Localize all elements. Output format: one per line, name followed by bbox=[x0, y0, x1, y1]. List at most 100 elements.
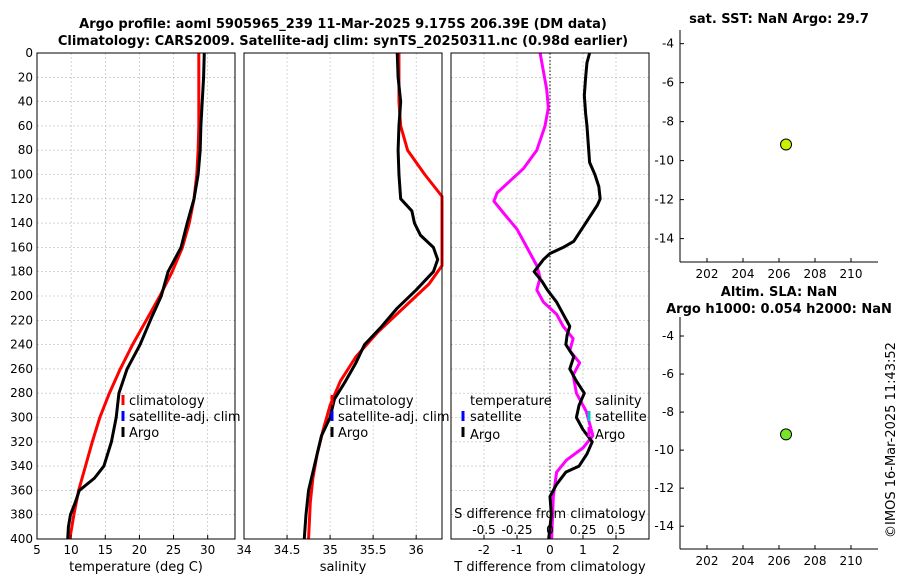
legend-title-temperature: temperature bbox=[470, 394, 552, 409]
salinity-tick-label: -0.25 bbox=[501, 523, 532, 537]
y-tick-label: 300 bbox=[10, 411, 33, 425]
y-tick-label: 180 bbox=[10, 265, 33, 279]
x-tick-label: 34 bbox=[236, 543, 251, 557]
x-tick-label: 20 bbox=[132, 543, 147, 557]
y-tick-label: 40 bbox=[18, 95, 33, 109]
legend-label: Argo bbox=[595, 428, 625, 443]
y-tick-label: 60 bbox=[18, 119, 33, 133]
y-tick-label: -6 bbox=[662, 76, 674, 90]
salinity-series-argo bbox=[302, 52, 440, 540]
x-tick-label: 35 bbox=[322, 543, 337, 557]
legend-label: satellite-adj. clim bbox=[129, 410, 241, 425]
y-tick-label: 260 bbox=[10, 362, 33, 376]
y-tick-label: 340 bbox=[10, 459, 33, 473]
x-tick-label: -1 bbox=[511, 543, 523, 557]
legend-label: satellite-adj. clim bbox=[338, 410, 450, 425]
x-tick-label: 15 bbox=[98, 543, 113, 557]
y-tick-label: 320 bbox=[10, 435, 33, 449]
legend-title-salinity: salinity bbox=[595, 394, 642, 409]
salinity-tick-label: 0.5 bbox=[606, 523, 625, 537]
argo-location-marker bbox=[780, 428, 793, 441]
y-tick-label: 120 bbox=[10, 192, 33, 206]
y-tick-label: 0 bbox=[25, 46, 33, 60]
y-tick-label: -8 bbox=[662, 405, 674, 419]
x-tick-label: 206 bbox=[768, 267, 791, 281]
x-tick-label: 0 bbox=[546, 543, 554, 557]
legend-label: climatology bbox=[338, 394, 414, 409]
difference-panel: -2 -1 0 1 2 T difference from climatology S di… bbox=[450, 52, 650, 575]
salinity-xlabel: salinity bbox=[320, 560, 367, 575]
legend-label: Argo bbox=[129, 426, 159, 441]
y-tick-label: 140 bbox=[10, 216, 33, 230]
x-tick-label: 25 bbox=[166, 543, 181, 557]
x-tick-label: 2 bbox=[612, 543, 620, 557]
temperature-series-argo bbox=[66, 52, 206, 540]
salinity-series-climatology bbox=[307, 53, 444, 540]
timestamp-watermark: ©IMOS 16-Mar-2025 11:43:52 bbox=[884, 342, 899, 538]
x-tick-label: 202 bbox=[696, 554, 719, 568]
y-tick-label: 20 bbox=[18, 70, 33, 84]
y-tick-label: -12 bbox=[654, 193, 674, 207]
y-tick-label: 160 bbox=[10, 240, 33, 254]
x-tick-label: 204 bbox=[732, 267, 755, 281]
y-tick-label: 280 bbox=[10, 386, 33, 400]
y-tick-label: -14 bbox=[654, 519, 674, 533]
sla-map-title-line1: Altim. SLA: NaN bbox=[721, 285, 837, 300]
difference-xlabel: T difference from climatology bbox=[453, 560, 646, 575]
y-tick-label: 360 bbox=[10, 483, 33, 497]
salinity-panel: 34 34.5 35 35.5 36 salinity climatologysatelli… bbox=[236, 52, 450, 575]
x-tick-label: 204 bbox=[732, 554, 755, 568]
sla-map-panel: -4 -6 -8 -10 -12 -14 202 204 206 208 210 Altim. SLA… bbox=[654, 285, 891, 568]
salinity-tick-label: 0.25 bbox=[570, 523, 597, 537]
x-tick-label: 208 bbox=[804, 554, 827, 568]
y-tick-label: -6 bbox=[662, 367, 674, 381]
salinity-axis-title: S difference from climatology bbox=[454, 507, 646, 522]
salinity-difference-line bbox=[532, 52, 602, 540]
x-tick-label: 210 bbox=[840, 554, 863, 568]
legend-label: satellite bbox=[595, 410, 647, 425]
temperature-xlabel: temperature (deg C) bbox=[69, 560, 203, 575]
x-tick-label: 210 bbox=[840, 267, 863, 281]
y-tick-label: -12 bbox=[654, 481, 674, 495]
y-tick-label: 240 bbox=[10, 338, 33, 352]
x-tick-label: 206 bbox=[768, 554, 791, 568]
y-tick-label: -10 bbox=[654, 443, 674, 457]
legend-label: satellite bbox=[470, 410, 522, 425]
x-tick-label: 10 bbox=[63, 543, 78, 557]
y-tick-label: 380 bbox=[10, 508, 33, 522]
y-tick-label: 100 bbox=[10, 168, 33, 182]
x-tick-label: 30 bbox=[200, 543, 215, 557]
y-tick-label: 220 bbox=[10, 313, 33, 327]
x-tick-label: 34.5 bbox=[274, 543, 301, 557]
legend-label: climatology bbox=[129, 394, 205, 409]
x-tick-label: 1 bbox=[579, 543, 587, 557]
legend-label: Argo bbox=[338, 426, 368, 441]
y-tick-label: 400 bbox=[10, 532, 33, 546]
temperature-axes-frame bbox=[36, 52, 236, 540]
y-tick-label: -4 bbox=[662, 329, 674, 343]
y-tick-label: -4 bbox=[662, 37, 674, 51]
salinity-tick-label: 0 bbox=[546, 523, 554, 537]
x-tick-label: -2 bbox=[478, 543, 490, 557]
sst-map-title: sat. SST: NaN Argo: 29.7 bbox=[689, 12, 869, 27]
temperature-difference-line bbox=[492, 52, 595, 540]
y-tick-label: 80 bbox=[18, 143, 33, 157]
figure-title-line2: Climatology: CARS2009. Satellite-adj cli… bbox=[58, 34, 628, 49]
x-tick-label: 35.5 bbox=[360, 543, 387, 557]
x-tick-label: 202 bbox=[696, 267, 719, 281]
y-tick-label: -10 bbox=[654, 154, 674, 168]
y-tick-label: -8 bbox=[662, 115, 674, 129]
figure-title-line1: Argo profile: aoml 5905965_239 11-Mar-20… bbox=[79, 17, 607, 32]
legend-label: Argo bbox=[470, 428, 500, 443]
x-tick-label: 36 bbox=[409, 543, 424, 557]
salinity-tick-label: -0.5 bbox=[472, 523, 495, 537]
y-tick-label: 200 bbox=[10, 289, 33, 303]
y-tick-label: -14 bbox=[654, 232, 674, 246]
argo-location-marker bbox=[780, 138, 793, 151]
sst-map-panel: -4 -6 -8 -10 -12 -14 202 204 206 208 210 sat. SST: … bbox=[654, 12, 878, 281]
salinity-axes-frame bbox=[243, 52, 443, 540]
x-tick-label: 208 bbox=[804, 267, 827, 281]
sla-map-title-line2: Argo h1000: 0.054 h2000: NaN bbox=[666, 302, 892, 317]
temperature-panel: 0 20 40 60 80 100 120 140 160 180 200 220 240 260 280 3… bbox=[10, 46, 241, 575]
